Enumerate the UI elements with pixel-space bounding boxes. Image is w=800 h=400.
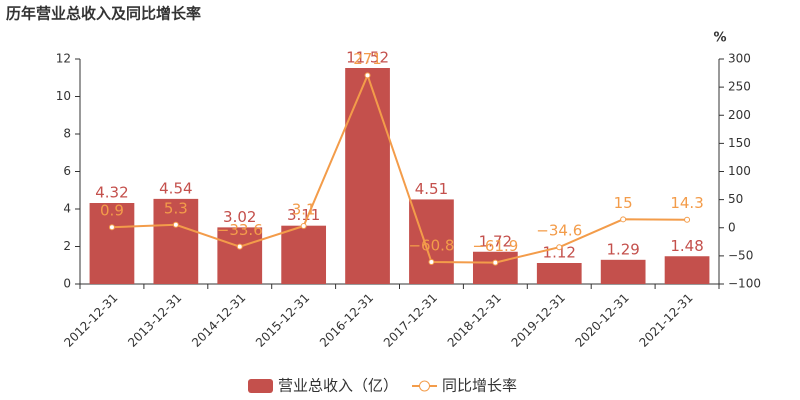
y2-tick-label: 300 — [728, 52, 751, 66]
line-point — [428, 258, 435, 265]
line-value-label: 271 — [353, 50, 382, 68]
line-value-label: 15 — [614, 194, 633, 212]
y-tick-label: 8 — [63, 127, 71, 141]
bar-value-label: 1.12 — [543, 244, 576, 262]
y-tick-label: 10 — [56, 89, 71, 103]
line-point — [236, 243, 243, 250]
y2-tick-label: 200 — [728, 108, 751, 122]
bar — [89, 203, 135, 284]
x-tick-label: 2016-12-31 — [317, 291, 376, 350]
line-point — [364, 72, 371, 79]
line-point — [300, 223, 307, 230]
x-tick-label: 2015-12-31 — [253, 291, 312, 350]
y-tick-label: 0 — [63, 277, 71, 291]
y-tick-label: 12 — [56, 52, 71, 66]
y2-tick-label: 100 — [728, 164, 751, 178]
bar — [409, 199, 454, 284]
line — [111, 72, 688, 264]
bar-value-label: 1.29 — [606, 240, 639, 258]
bar — [536, 263, 582, 284]
bar-value-label: 3.02 — [223, 208, 256, 226]
y2-axis-label: % — [713, 31, 726, 46]
line-value-label: −61.9 — [472, 237, 518, 255]
x-tick-label: 2017-12-31 — [381, 291, 440, 350]
x-tick-label: 2012-12-31 — [61, 291, 120, 350]
x-tick-label: 2014-12-31 — [189, 291, 248, 350]
x-tick-label: 2021-12-31 — [636, 291, 695, 350]
x-tick-label: 2019-12-31 — [509, 291, 568, 350]
bar-value-label: 1.48 — [670, 237, 703, 255]
legend-label: 营业总收入（亿） — [278, 377, 398, 395]
y2-tick-label: 0 — [728, 220, 736, 234]
legend-swatch — [419, 380, 431, 392]
line-value-label: −34.6 — [536, 222, 582, 240]
y-tick-label: 4 — [63, 202, 71, 216]
x-tick-label: 2013-12-31 — [125, 291, 184, 350]
bar-value-label: 3.11 — [287, 206, 320, 224]
line-value-label: 0.9 — [100, 202, 124, 220]
x-tick-label: 2018-12-31 — [445, 291, 504, 350]
bar — [664, 256, 710, 284]
line-point — [556, 244, 563, 251]
bar-value-label: 4.54 — [159, 179, 192, 197]
bar-value-label: 4.32 — [95, 184, 128, 202]
bar — [472, 251, 518, 284]
line-point — [108, 224, 115, 231]
line-point — [492, 259, 499, 266]
bar — [217, 227, 263, 284]
bar — [345, 68, 390, 284]
line-value-label: −33.6 — [217, 221, 263, 239]
chart-title: 历年营业总收入及同比增长率 — [6, 5, 201, 23]
bar-value-label: 11.52 — [346, 49, 389, 67]
line-value-label: 3.1 — [292, 201, 316, 219]
line-value-label: −60.8 — [408, 236, 454, 254]
y2-tick-label: −50 — [728, 248, 753, 262]
y2-tick-label: 250 — [728, 80, 751, 94]
line-point — [620, 216, 627, 223]
y-tick-label: 2 — [63, 239, 71, 253]
bar-value-label: 4.51 — [415, 180, 448, 198]
line-value-label: 14.3 — [670, 194, 703, 212]
bar-value-label: 1.72 — [479, 232, 512, 250]
bar — [600, 259, 646, 284]
bar — [153, 198, 199, 284]
y-tick-label: 6 — [63, 164, 71, 178]
line-value-label: 5.3 — [164, 199, 188, 217]
line-point — [172, 221, 179, 228]
line-point — [684, 216, 691, 223]
x-tick-label: 2020-12-31 — [573, 291, 632, 350]
bar — [281, 225, 327, 284]
y2-tick-label: 150 — [728, 136, 751, 150]
y2-tick-label: −100 — [728, 277, 761, 291]
legend-label: 同比增长率 — [442, 377, 517, 395]
legend-swatch — [248, 379, 273, 393]
y2-tick-label: 50 — [728, 192, 743, 206]
